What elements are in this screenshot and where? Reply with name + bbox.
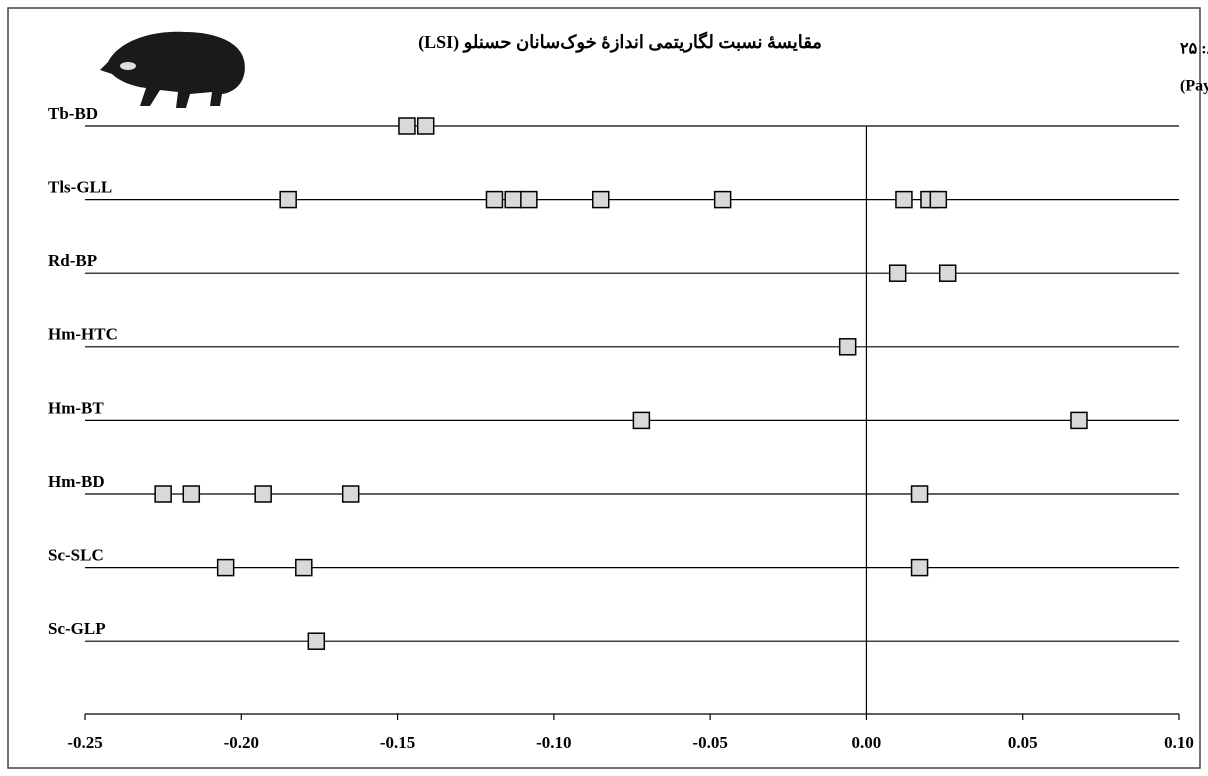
x-tick-label: -0.05 [692, 733, 727, 752]
data-point [254, 485, 272, 503]
data-point [713, 190, 732, 209]
data-point [838, 338, 857, 356]
x-tick-label: -0.15 [380, 733, 415, 752]
data-point [341, 485, 360, 503]
data-point [416, 117, 435, 135]
row-label: Sc-SLC [48, 546, 104, 565]
data-point [295, 558, 313, 577]
row-label: Hm-BT [48, 398, 104, 417]
row-label: Rd-BP [48, 251, 97, 270]
data-point [1070, 411, 1088, 430]
x-tick-label: 0.00 [852, 733, 882, 752]
data-point [307, 632, 326, 650]
data-point [398, 117, 416, 135]
row-label: Tls-GLL [48, 178, 112, 197]
chart-title: مقایسهٔ نسبت لگاریتمی اندازهٔ خوک‌سانان … [418, 31, 822, 53]
data-point [504, 190, 522, 209]
data-point [929, 190, 948, 209]
boar-icon [100, 31, 245, 108]
x-tick-label: 0.10 [1164, 733, 1194, 752]
data-point [154, 485, 172, 503]
data-point [520, 190, 538, 209]
data-point [888, 264, 907, 282]
data-point [216, 558, 235, 577]
data-point [632, 411, 651, 430]
count-note: تعداد: ۲۵ [1180, 41, 1208, 58]
data-point [895, 190, 913, 209]
data-point [279, 190, 297, 209]
data-point [938, 264, 957, 282]
row-label: Hm-BD [48, 472, 105, 491]
x-tick-label: 0.05 [1008, 733, 1038, 752]
data-point [182, 485, 201, 503]
row-label: Tb-BD [48, 104, 98, 123]
data-point [910, 485, 929, 503]
reference-note: مرجع: گراز (Payne & Bull 1988) [1180, 76, 1208, 96]
row-label: Sc-GLP [48, 619, 106, 638]
x-tick-label: -0.10 [536, 733, 571, 752]
row-label: Hm-HTC [48, 325, 118, 344]
frame [7, 7, 1201, 769]
x-tick-label: -0.20 [224, 733, 259, 752]
data-point [910, 558, 929, 577]
data-point [591, 190, 610, 209]
x-tick-label: -0.25 [67, 733, 102, 752]
data-point [485, 190, 504, 209]
